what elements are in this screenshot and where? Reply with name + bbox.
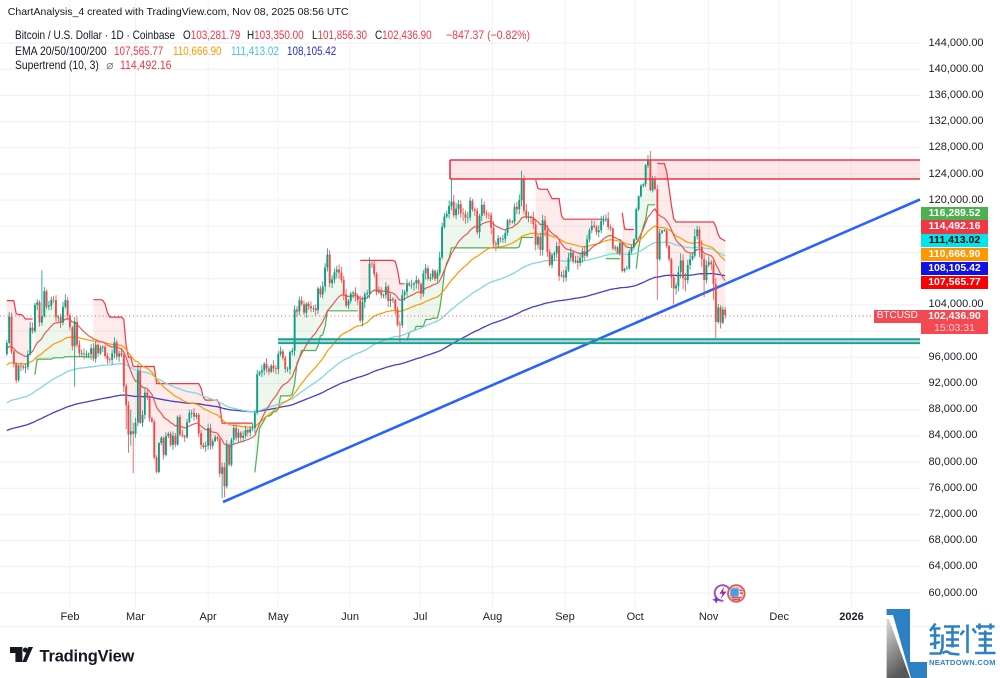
svg-text:NEATDOWN.COM: NEATDOWN.COM (929, 658, 996, 667)
svg-text:TradingView: TradingView (39, 648, 134, 666)
